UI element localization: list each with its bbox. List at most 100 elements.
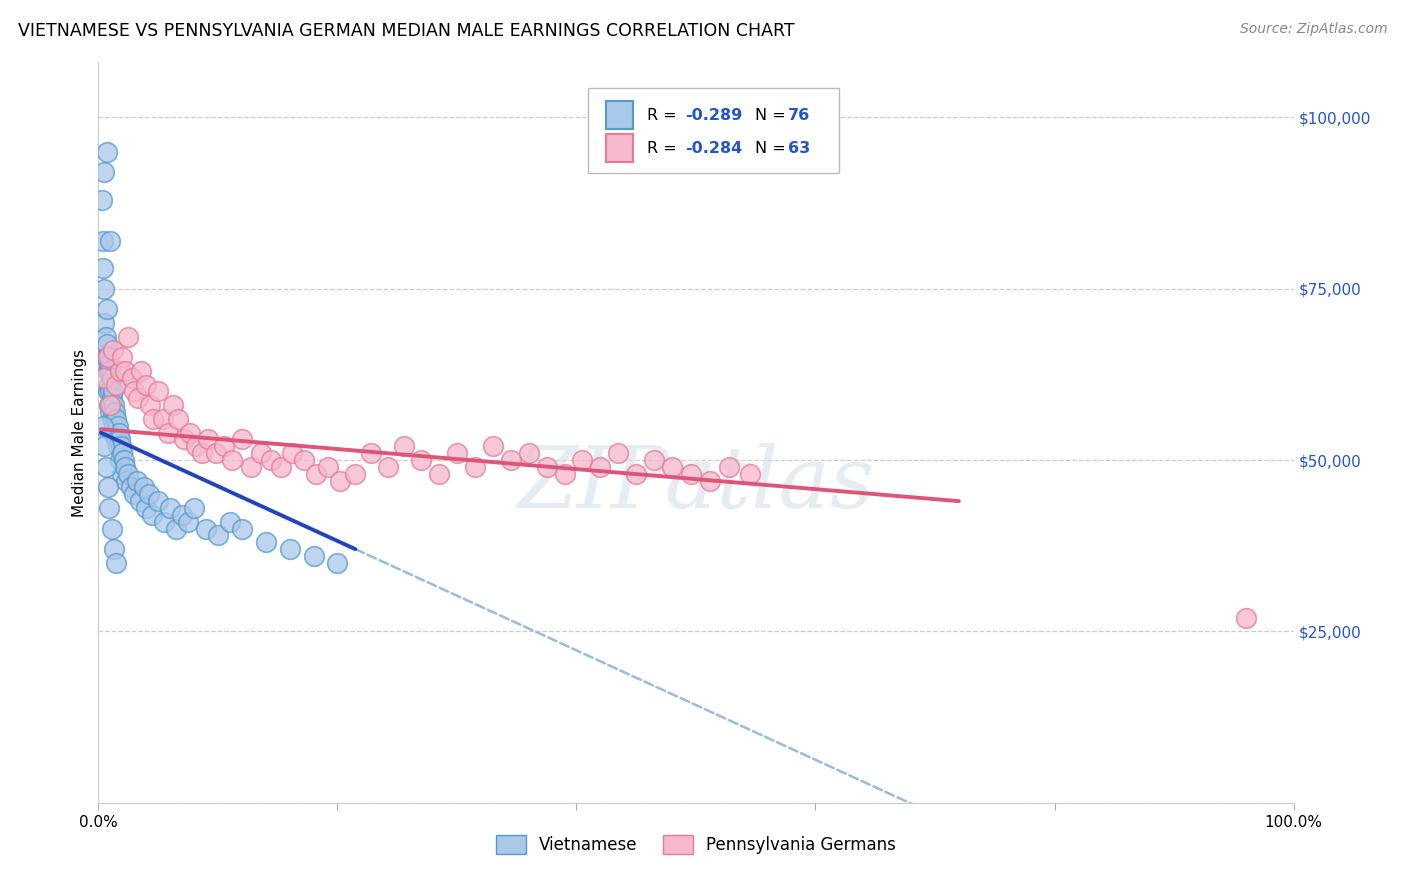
Point [111,467,134,481]
Point [197,433,219,447]
Point [96,336,118,351]
Point [259,453,281,467]
Point [93,316,115,330]
Point [100,371,122,385]
Point [446,446,468,460]
Point [411,453,433,467]
Point [517,446,540,460]
Point [499,453,522,467]
Point [377,459,399,474]
Point [536,459,558,474]
Point [643,453,665,467]
Point [91,418,114,433]
Point [195,522,218,536]
Point [107,425,129,440]
Point [135,501,157,516]
FancyBboxPatch shape [606,135,633,162]
Point [153,515,176,529]
Point [394,439,416,453]
Point [98,364,122,378]
Point [108,453,131,467]
Point [98,405,122,419]
Point [302,549,325,563]
Point [127,392,149,406]
Point [117,329,139,343]
Point [98,501,121,516]
Point [1234,610,1257,624]
Point [360,446,382,460]
Point [278,542,301,557]
FancyBboxPatch shape [606,101,633,129]
Point [124,487,146,501]
Point [172,508,194,522]
Point [110,439,132,453]
Point [221,453,243,467]
Point [135,377,157,392]
Point [167,412,190,426]
Point [100,392,122,406]
Point [97,364,120,378]
Y-axis label: Median Male Earnings: Median Male Earnings [72,349,87,516]
Point [117,467,139,481]
Point [124,384,146,399]
Point [98,384,122,399]
Point [231,433,253,447]
Point [204,446,226,460]
Point [156,425,179,440]
Point [589,459,612,474]
Point [329,474,352,488]
Point [104,405,127,419]
Point [108,433,131,447]
Point [94,329,117,343]
Point [699,474,721,488]
Point [254,535,277,549]
Point [111,350,134,364]
Point [159,501,181,516]
Point [626,467,648,481]
Point [129,494,152,508]
Point [93,165,115,179]
Point [148,494,170,508]
Point [186,439,208,453]
Point [571,453,593,467]
Point [607,446,630,460]
Point [107,439,129,453]
Text: Source: ZipAtlas.com: Source: ZipAtlas.com [1240,22,1388,37]
Point [131,364,153,378]
Point [219,515,242,529]
Point [152,412,174,426]
Point [96,302,118,317]
Text: R =: R = [647,108,682,122]
Point [103,398,125,412]
Text: ZIPatlas: ZIPatlas [517,443,875,525]
Point [91,234,114,248]
Text: 63: 63 [787,141,810,156]
Point [177,515,200,529]
Point [98,357,121,371]
Point [103,418,125,433]
Point [93,282,115,296]
Point [207,528,229,542]
Point [93,371,115,385]
Point [97,384,120,399]
Point [105,433,128,447]
Text: R =: R = [647,141,682,156]
Point [344,467,367,481]
Point [105,412,128,426]
Point [173,433,195,447]
Point [112,453,135,467]
Point [427,467,450,481]
Point [250,446,273,460]
Point [191,446,214,460]
Point [93,439,115,453]
Point [132,480,155,494]
Point [114,459,136,474]
Point [100,522,122,536]
Point [326,556,349,570]
Point [114,364,136,378]
Point [554,467,576,481]
Point [97,480,120,494]
Point [120,480,142,494]
Point [101,425,124,440]
Point [162,398,184,412]
